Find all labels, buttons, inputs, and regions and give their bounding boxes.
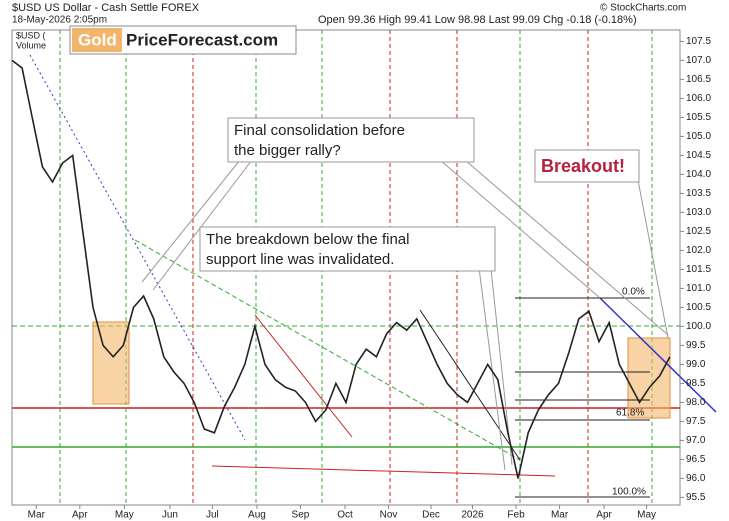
- y-tick-label: 104.0: [686, 169, 711, 180]
- y-tick-label: 95.5: [686, 492, 706, 503]
- x-tick-label: Jun: [162, 510, 178, 521]
- annotation: Final consolidation before: [234, 122, 405, 139]
- highlight-box: [627, 337, 671, 419]
- y-tick-label: 100.0: [686, 321, 711, 332]
- x-tick-label: Dec: [422, 510, 440, 521]
- callout-box: [227, 117, 475, 163]
- y-tick-label: 99.5: [686, 340, 706, 351]
- y-tick-label: 98.0: [686, 397, 706, 408]
- fib-label: 0.0%: [622, 287, 645, 298]
- callout-pointers: [141, 159, 669, 471]
- annotation: support line was invalidated.: [206, 251, 394, 268]
- y-tick-label: 105.5: [686, 112, 711, 123]
- y-tick-label: 97.5: [686, 416, 706, 427]
- annotation: the bigger rally?: [234, 142, 341, 159]
- y-tick-label: 96.0: [686, 473, 706, 484]
- trendlines: [29, 54, 717, 498]
- y-tick-label: 101.0: [686, 283, 711, 294]
- x-tick-label: Feb: [507, 510, 525, 521]
- legend-volume: Volume: [16, 40, 46, 50]
- y-tick-label: 103.0: [686, 207, 711, 218]
- y-tick-label: 97.0: [686, 435, 706, 446]
- annotation: Breakout!: [541, 156, 625, 176]
- callout-box: [199, 226, 496, 272]
- y-tick-label: 107.5: [686, 36, 711, 47]
- x-tick-label: Apr: [596, 510, 612, 521]
- callout-box: Final consolidation before the bigger ra…: [199, 117, 640, 272]
- highlight-box: [92, 321, 130, 405]
- fib-label: 61.8%: [616, 408, 644, 419]
- callout-box: [534, 149, 640, 183]
- source: © StockCharts.com: [600, 3, 686, 14]
- y-tick-label: 101.5: [686, 264, 711, 275]
- y-tick-label: 105.0: [686, 131, 711, 142]
- x-tick-label: Jul: [206, 510, 219, 521]
- price-line: [11, 59, 671, 479]
- x-tick-label: May: [637, 510, 656, 521]
- y-tick-label: 106.0: [686, 93, 711, 104]
- x-tick-label: Mar: [28, 510, 46, 521]
- x-tick-label: Sep: [292, 510, 310, 521]
- annotation: The breakdown below the final: [206, 231, 409, 248]
- y-tick-label: 102.5: [686, 226, 711, 237]
- logo-gold: Gold: [78, 30, 117, 49]
- x-tick-label: Nov: [380, 510, 398, 521]
- x-tick-label: Oct: [337, 510, 353, 521]
- subtitle: 18-May-2026 2:05pm: [12, 15, 107, 26]
- title: $USD US Dollar - Cash Settle FOREX: [12, 2, 200, 14]
- y-tick-label: 102.0: [686, 245, 711, 256]
- x-tick-label: May: [115, 510, 134, 521]
- fib-label: 100.0%: [612, 487, 646, 498]
- y-tick-label: 107.0: [686, 55, 711, 66]
- legend-symbol: $USD (: [16, 30, 46, 40]
- quote: Open 99.36 High 99.41 Low 98.98 Last 99.…: [318, 14, 637, 26]
- x-tick-label: Aug: [248, 510, 266, 521]
- x-tick-label: 2026: [461, 510, 484, 521]
- y-tick-label: 99.0: [686, 359, 706, 370]
- y-tick-label: 104.5: [686, 150, 711, 161]
- y-tick-label: 98.5: [686, 378, 706, 389]
- y-tick-label: 96.5: [686, 454, 706, 465]
- logo-text: PriceForecast.com: [126, 30, 278, 49]
- logo-gold-bg: [72, 28, 122, 52]
- y-tick-label: 100.5: [686, 302, 711, 313]
- y-tick-label: 103.5: [686, 188, 711, 199]
- x-tick-label: Mar: [551, 510, 569, 521]
- y-tick-label: 106.5: [686, 74, 711, 85]
- x-tick-label: Apr: [72, 510, 88, 521]
